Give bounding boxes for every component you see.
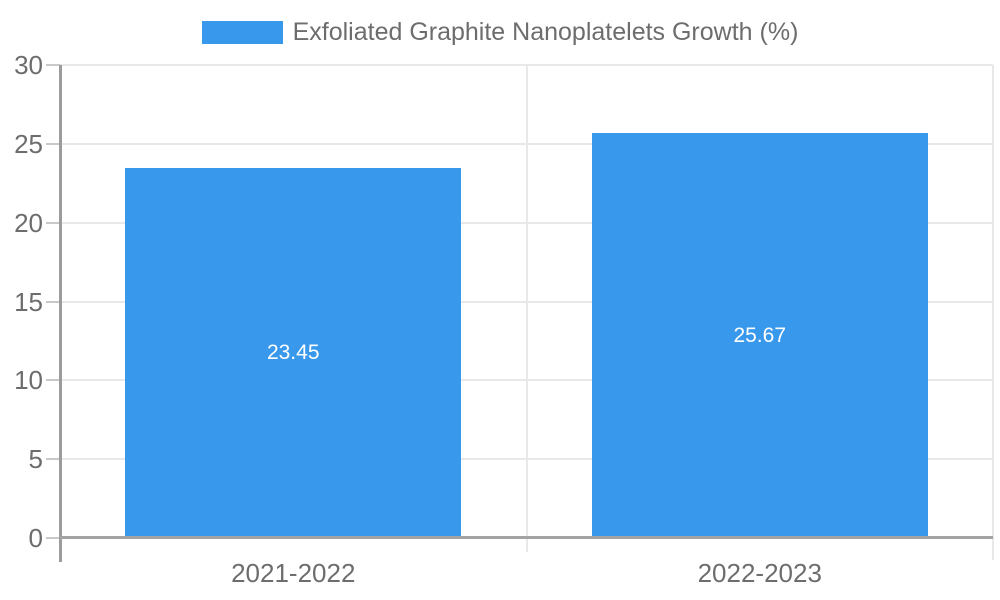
y-axis-tick-label: 10 [14,365,43,396]
chart-legend[interactable]: Exfoliated Graphite Nanoplatelets Growth… [0,14,1000,51]
bar-value-label: 23.45 [266,341,320,365]
y-axis-tick-label: 0 [28,523,43,553]
y-axis-tick-label: 25 [14,128,43,159]
bar[interactable]: 23.45 [125,168,462,538]
y-axis-tick-label: 20 [14,207,43,238]
y-tick-mark [46,537,60,539]
y-tick-mark [46,221,60,224]
legend-swatch [201,21,283,44]
y-tick-mark [46,142,60,145]
y-tick-mark [46,64,60,66]
y-tick-mark [46,300,60,303]
x-axis-baseline [60,536,993,539]
plot-area: 0 5 10 15 20 25 30 23.45 2021-2022 25.67 2022-2023 [14,52,994,588]
x-axis-tick-label: 2021-2022 [231,558,356,588]
plot-right-border [992,65,994,560]
y-axis-tick-label: 15 [14,286,43,317]
y-axis-tick-label: 5 [28,444,43,475]
y-axis-tick-label: 30 [14,50,43,80]
bar-value-label: 25.67 [733,323,787,347]
x-axis-tick-label: 2022-2023 [697,558,822,588]
legend-label: Exfoliated Graphite Nanoplatelets Growth… [292,18,799,46]
bar[interactable]: 25.67 [591,133,928,538]
y-tick-mark [46,458,60,461]
category-divider [525,65,528,552]
y-tick-mark [46,379,60,382]
y-axis-line [59,65,62,562]
